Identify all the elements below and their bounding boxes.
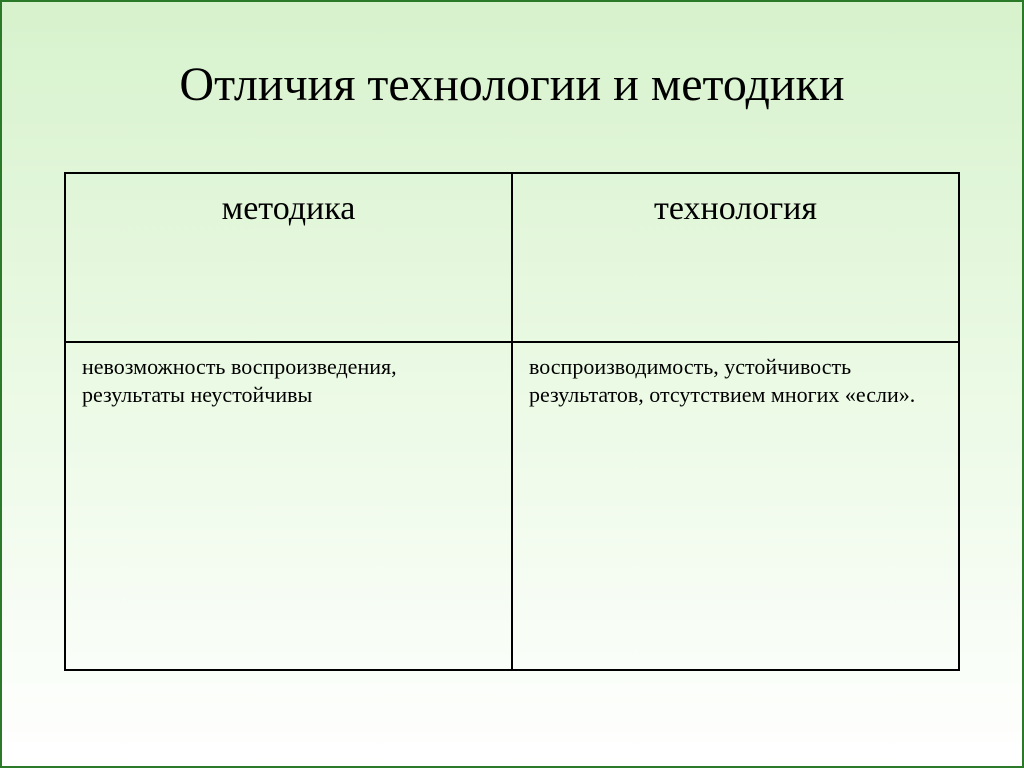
table-header-row: методика технология <box>65 173 959 342</box>
comparison-table: методика технология невозможность воспро… <box>64 172 960 671</box>
cell-right: воспроизводимость, устойчивость результа… <box>512 342 959 670</box>
cell-left: невозможность воспроизведения, результат… <box>65 342 512 670</box>
table-row: невозможность воспроизведения, результат… <box>65 342 959 670</box>
column-header-right: технология <box>512 173 959 342</box>
slide: Отличия технологии и методики методика т… <box>0 0 1024 768</box>
slide-title: Отличия технологии и методики <box>42 57 982 112</box>
column-header-left: методика <box>65 173 512 342</box>
comparison-table-wrap: методика технология невозможность воспро… <box>64 172 960 671</box>
